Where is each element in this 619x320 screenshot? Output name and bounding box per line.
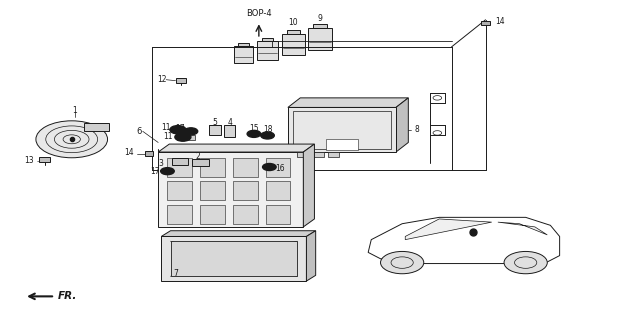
Bar bbox=[168, 204, 192, 224]
Bar bbox=[168, 158, 192, 177]
Text: 7: 7 bbox=[173, 268, 178, 278]
Circle shape bbox=[184, 128, 197, 135]
Bar bbox=[176, 134, 195, 140]
Bar bbox=[84, 123, 109, 131]
Bar bbox=[200, 204, 225, 224]
Bar bbox=[39, 157, 50, 162]
Bar bbox=[171, 241, 297, 276]
Text: 15: 15 bbox=[249, 124, 259, 132]
Circle shape bbox=[262, 164, 276, 171]
Circle shape bbox=[175, 133, 191, 141]
Bar bbox=[262, 38, 273, 41]
Bar bbox=[233, 46, 253, 63]
Bar bbox=[481, 21, 490, 25]
Text: 11: 11 bbox=[161, 123, 171, 132]
Bar bbox=[200, 158, 225, 177]
Text: 14: 14 bbox=[124, 148, 134, 157]
Bar bbox=[266, 158, 290, 177]
Circle shape bbox=[161, 168, 174, 175]
Bar bbox=[328, 152, 339, 157]
Text: 2: 2 bbox=[196, 152, 201, 161]
Text: 5: 5 bbox=[212, 118, 217, 127]
Polygon shape bbox=[368, 217, 560, 264]
Bar bbox=[224, 125, 235, 137]
Text: 3: 3 bbox=[159, 159, 164, 168]
Bar bbox=[233, 158, 258, 177]
Polygon shape bbox=[405, 219, 491, 240]
Bar bbox=[238, 43, 249, 46]
Bar bbox=[176, 78, 186, 83]
Bar bbox=[293, 111, 391, 149]
Bar bbox=[209, 125, 220, 135]
Bar bbox=[145, 151, 154, 156]
Bar bbox=[326, 139, 358, 150]
Bar bbox=[233, 204, 258, 224]
Bar bbox=[168, 181, 192, 200]
Text: 4: 4 bbox=[227, 118, 232, 127]
Text: 17: 17 bbox=[150, 167, 160, 176]
Polygon shape bbox=[162, 231, 316, 236]
Bar bbox=[308, 28, 332, 50]
Text: BOP-4: BOP-4 bbox=[246, 9, 272, 18]
Text: 8: 8 bbox=[415, 125, 419, 134]
Circle shape bbox=[504, 252, 547, 274]
Polygon shape bbox=[498, 222, 547, 235]
Bar bbox=[287, 30, 300, 34]
Bar bbox=[192, 159, 209, 166]
Bar bbox=[200, 181, 225, 200]
Circle shape bbox=[170, 125, 186, 134]
Circle shape bbox=[261, 132, 274, 139]
Bar bbox=[266, 204, 290, 224]
Text: FR.: FR. bbox=[58, 292, 77, 301]
Polygon shape bbox=[158, 144, 314, 152]
Bar bbox=[233, 181, 258, 200]
Polygon shape bbox=[288, 98, 409, 108]
Polygon shape bbox=[396, 98, 409, 152]
Text: 12: 12 bbox=[157, 75, 167, 84]
Polygon shape bbox=[303, 144, 314, 227]
Text: 9: 9 bbox=[318, 14, 322, 23]
Text: 18: 18 bbox=[262, 125, 272, 134]
Bar bbox=[297, 152, 308, 157]
Bar bbox=[257, 41, 278, 60]
Bar bbox=[313, 152, 324, 157]
Bar bbox=[266, 181, 290, 200]
Bar bbox=[162, 236, 306, 281]
Bar bbox=[158, 152, 303, 227]
Text: 11: 11 bbox=[163, 132, 172, 141]
Bar bbox=[313, 24, 327, 28]
Text: 17: 17 bbox=[175, 124, 184, 133]
Bar bbox=[282, 34, 305, 55]
Text: 16: 16 bbox=[275, 164, 285, 173]
Circle shape bbox=[36, 121, 108, 158]
Text: 6: 6 bbox=[136, 127, 142, 136]
Bar bbox=[288, 108, 396, 152]
Text: 1: 1 bbox=[72, 106, 77, 115]
Bar bbox=[172, 158, 188, 165]
Text: 14: 14 bbox=[495, 17, 504, 26]
Circle shape bbox=[247, 130, 261, 137]
Text: 13: 13 bbox=[24, 156, 34, 165]
Text: 10: 10 bbox=[288, 19, 298, 28]
Circle shape bbox=[381, 252, 424, 274]
Polygon shape bbox=[306, 231, 316, 281]
